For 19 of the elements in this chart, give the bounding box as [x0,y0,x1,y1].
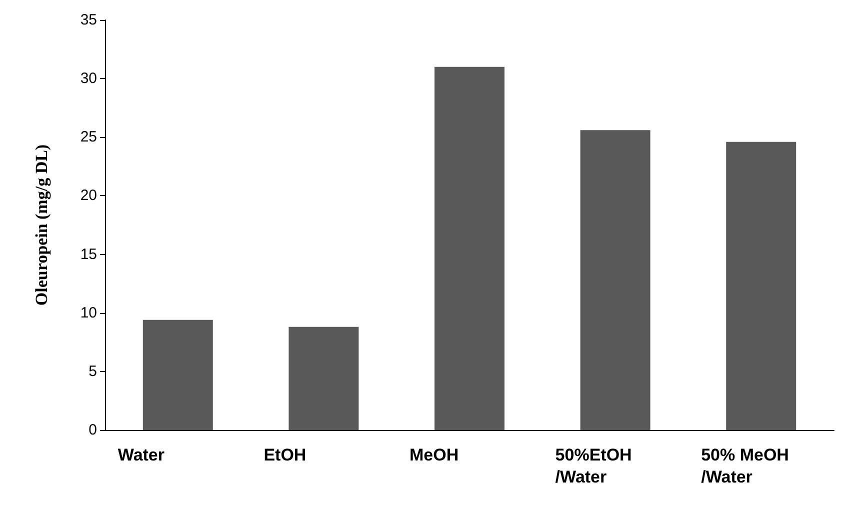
x-tick-label: 50% MeOH /Water [701,446,789,486]
bar [434,66,504,430]
x-tick-label: MeOH [410,446,459,464]
y-tick-label: 30 [80,70,97,88]
x-tick-label: 50%EtOH /Water [555,446,632,486]
y-tick-label: 0 [88,422,97,438]
y-tick-label: 15 [80,246,97,263]
y-tick-label: 35 [80,12,97,28]
y-tick-label: 10 [80,304,97,322]
y-tick-label: 20 [80,187,97,204]
x-tick-label: Water [118,446,165,464]
bar [726,142,796,430]
x-tick-label: EtOH [264,446,306,464]
bar [288,326,359,430]
y-tick-label: 25 [80,128,97,146]
y-axis-title: Oleuropein (mg/g DL) [32,144,51,306]
bar [580,130,650,430]
y-tick-label: 5 [88,362,97,380]
bar [142,320,213,430]
